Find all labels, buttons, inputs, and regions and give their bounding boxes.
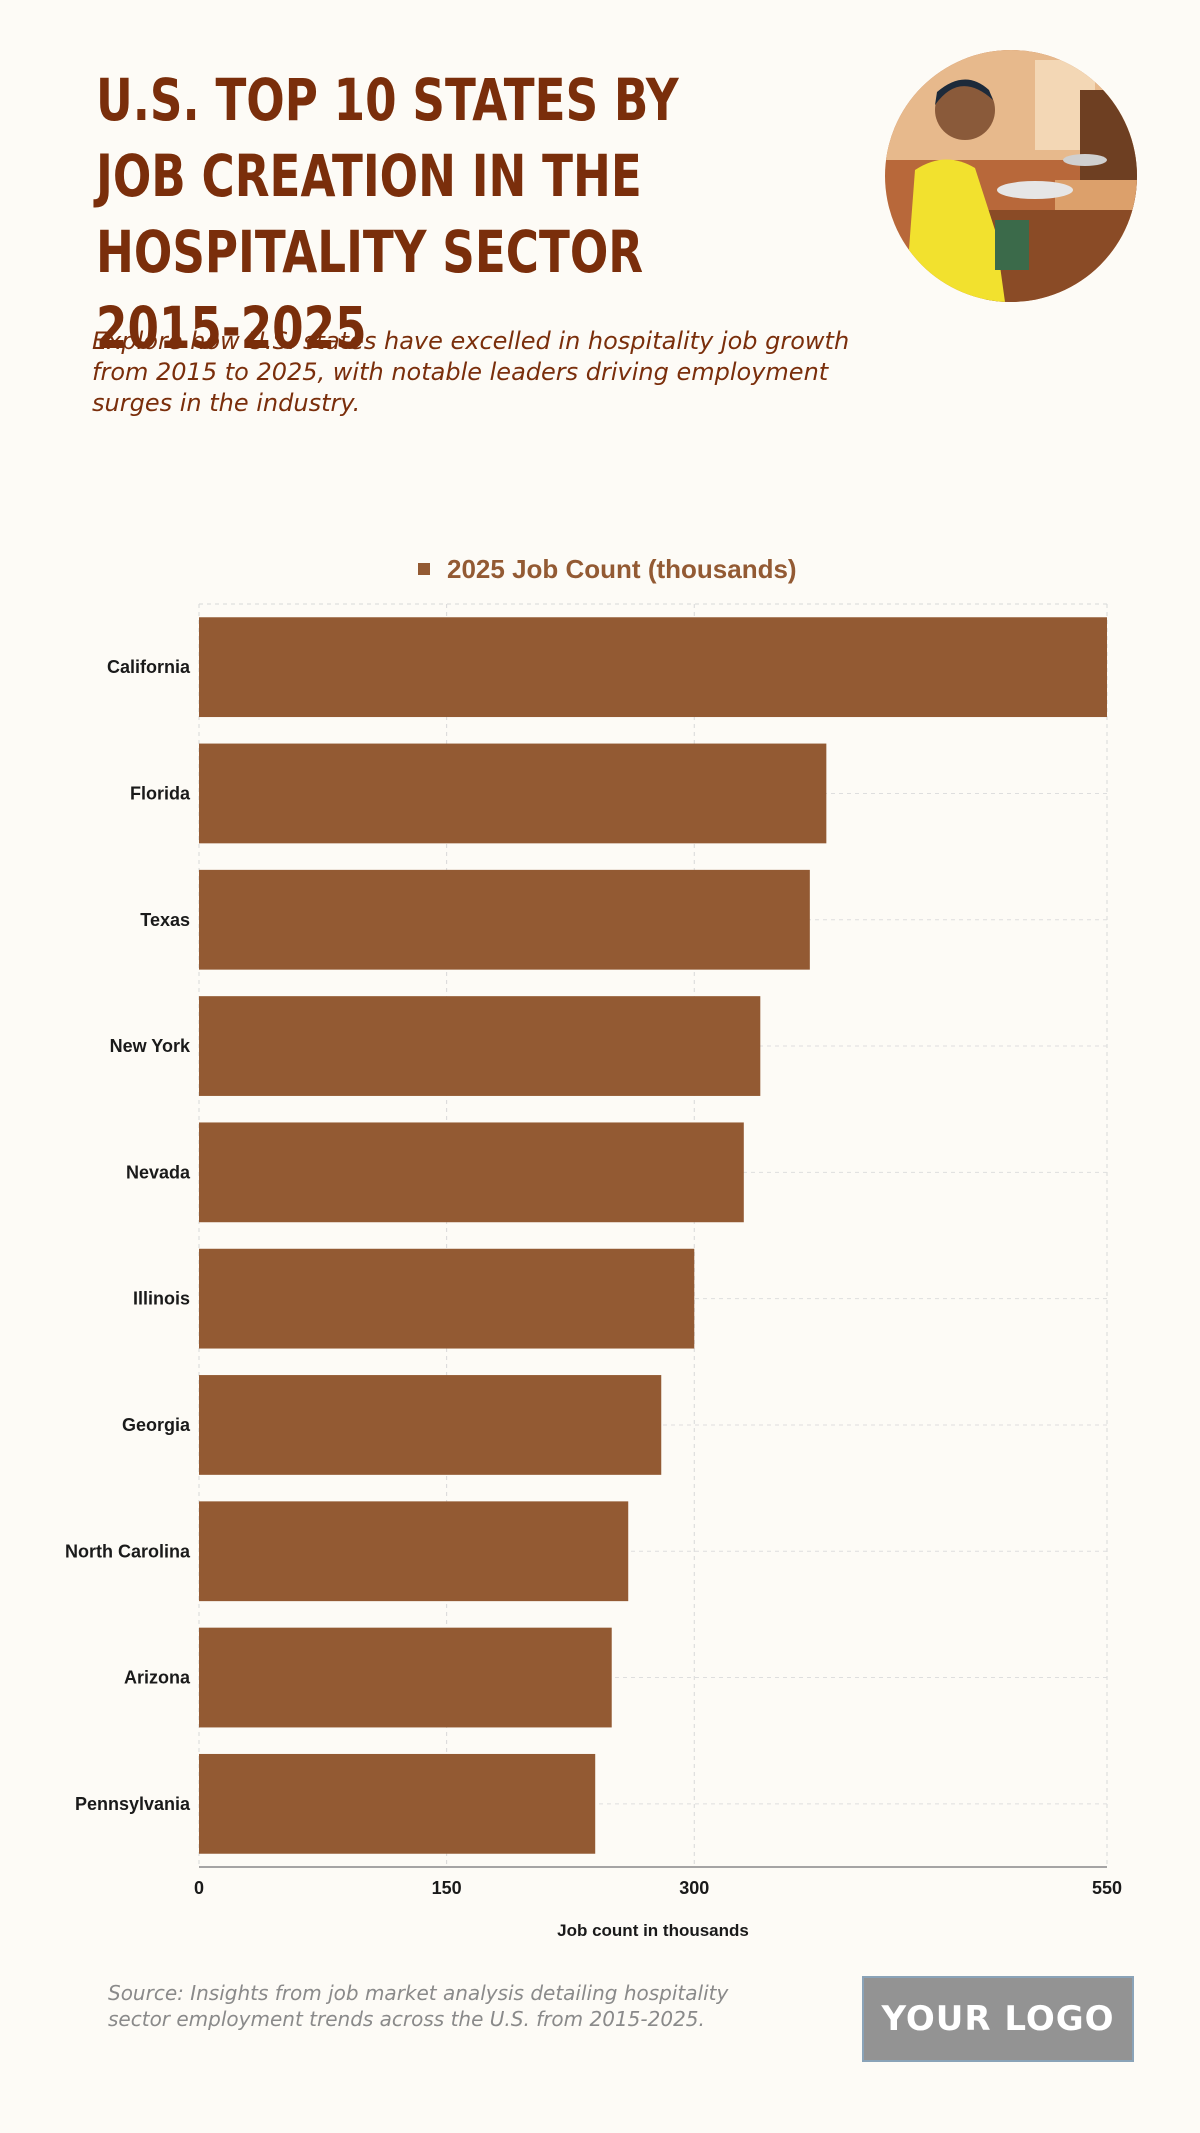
bar-florida [199,743,827,844]
category-label: Texas [140,910,190,930]
bar-texas [199,869,810,970]
logo-placeholder: YOUR LOGO [862,1976,1134,2062]
category-label: Pennsylvania [75,1794,191,1814]
bar-pennsylvania [199,1753,596,1854]
category-label: Arizona [124,1668,191,1688]
bar-new-york [199,996,761,1096]
bar-nevada [199,1122,744,1223]
bar-georgia [199,1375,662,1475]
category-label: Illinois [133,1289,190,1309]
bar-north-carolina [199,1501,629,1602]
hospitality-worker-photo [885,50,1137,302]
x-tick-label: 300 [679,1878,709,1898]
x-tick-label: 150 [432,1878,462,1898]
x-axis-title: Job count in thousands [557,1921,749,1940]
bar-arizona [199,1627,612,1728]
category-label: North Carolina [65,1541,191,1561]
bar-illinois [199,1248,695,1349]
chart-category-labels: California Florida Texas New York Nevada Illi… [65,657,191,1814]
source-note: Source: Insights from job market analysi… [108,1981,729,2031]
x-tick-label: 550 [1092,1878,1122,1898]
legend-swatch [418,563,430,575]
category-label: Nevada [126,1162,191,1182]
job-count-bar-chart: 2025 Job Count (thousands) California Flo… [65,554,1122,1940]
chart-tick-labels: 0 150 300 550 [194,1878,1122,1898]
chart-legend: 2025 Job Count (thousands) [418,554,797,584]
category-label: New York [110,1036,191,1056]
category-label: Florida [130,783,191,803]
bar-california [199,617,1107,718]
page-title: U.S. Top 10 States by Job Creation in th… [96,66,679,362]
x-tick-label: 0 [194,1878,204,1898]
category-label: California [107,657,191,677]
legend-label: 2025 Job Count (thousands) [447,554,797,584]
category-label: Georgia [122,1415,191,1435]
page-subtitle: Explore how U.S. states have excelled in… [92,327,850,417]
chart-bars [199,617,1107,1854]
